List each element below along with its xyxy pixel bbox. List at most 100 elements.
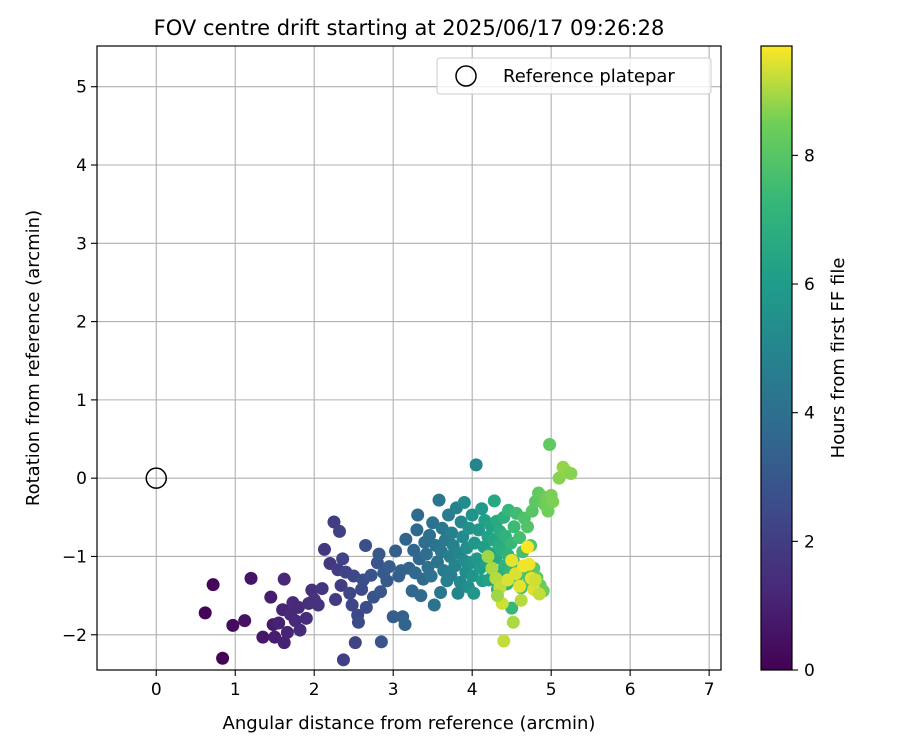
scatter-point [264,590,278,604]
scatter-point [198,606,212,620]
scatter-point [359,600,373,614]
scatter-point [293,623,307,637]
scatter-point [226,618,240,632]
scatter-point [513,579,527,593]
x-tick-label: 7 [704,680,715,700]
scatter-point [364,568,378,582]
scatter-point [497,634,511,648]
scatter-point [277,636,291,650]
scatter-point [359,539,373,553]
scatter-point [513,531,527,545]
scatter-point [351,615,365,629]
scatter-point [424,569,438,583]
scatter-point [332,524,346,538]
scatter-point [543,438,557,452]
scatter-point [277,572,291,586]
scatter-point [414,589,428,603]
colorbar-label: Hours from first FF file [828,258,849,459]
grid-lines [97,46,721,670]
scatter-point [506,615,520,629]
scatter-point [465,508,479,522]
scatter-point [372,547,386,561]
scatter-point [467,586,481,600]
scatter-point [374,585,388,599]
scatter-point [426,516,440,530]
scatter-point [485,561,499,575]
x-tick-label: 2 [309,680,320,700]
scatter-point [398,618,412,632]
scatter-point [345,598,359,612]
scatter-point [268,630,282,644]
colorbar-ticks: 0 2 4 6 8 [792,146,815,681]
scatter-point [410,523,424,537]
scatter-point [487,494,501,508]
scatter-point [522,557,536,571]
x-tick-label: 5 [546,680,557,700]
scatter-point [445,526,459,540]
y-tick-label: −2 [62,626,87,646]
scatter-point [427,598,441,612]
colorbar-tick-label: 4 [804,404,815,424]
scatter-points [198,438,578,667]
scatter-point [514,593,528,607]
y-tick-label: 5 [76,78,87,98]
scatter-point [280,625,294,639]
scatter-point [481,549,495,563]
x-tick-label: 1 [230,680,241,700]
scatter-point [327,515,341,529]
scatter-point [374,635,388,649]
scatter-point [399,532,413,546]
scatter-point [315,582,329,596]
scatter-point [386,610,400,624]
y-tick-label: 2 [76,313,87,333]
colorbar-gradient [760,45,793,671]
x-tick-label: 0 [151,680,162,700]
scatter-point [206,578,220,592]
scatter-point [256,630,270,644]
scatter-point [348,636,362,650]
scatter-point [272,616,286,630]
scatter-point [311,598,325,612]
y-axis-label: Rotation from reference (arcmin) [23,210,44,506]
scatter-point [382,560,396,574]
scatter-point [546,495,560,509]
scatter-point [299,611,313,625]
scatter-point [216,651,230,665]
y-tick-label: 3 [76,234,87,254]
scatter-point [532,587,546,601]
scatter-point [520,520,534,534]
scatter-point [336,552,350,566]
scatter-point [520,540,534,554]
scatter-point [423,528,437,542]
colorbar: 0 2 4 6 8 Hours from first FF file [760,45,849,681]
scatter-point [472,523,486,537]
colorbar-tick-label: 0 [804,661,815,681]
scatter-point [419,547,433,561]
scatter-point [343,586,357,600]
scatter-point [291,600,305,614]
colorbar-tick-label: 2 [804,532,815,552]
scatter-point [334,578,348,592]
x-tick-label: 6 [625,680,636,700]
y-tick-label: −1 [62,547,87,567]
scatter-point [336,653,350,667]
y-axis-ticks: −2 −1 0 1 2 3 4 5 [62,78,97,646]
scatter-point [238,614,252,628]
legend: Reference platepar [436,57,712,95]
scatter-point [389,544,403,558]
x-axis-ticks: 0 1 2 3 4 5 6 7 [151,670,715,700]
scatter-point [505,553,519,567]
legend-box [436,57,712,95]
scatter-point [564,466,578,480]
x-tick-label: 4 [467,680,478,700]
scatter-point [451,586,465,600]
scatter-point [380,574,394,588]
plot-frame [96,45,722,671]
scatter-point [475,502,489,516]
reference-point-marker [145,467,167,489]
scatter-point [317,542,331,556]
x-axis-label: Angular distance from reference (arcmin) [223,713,596,734]
scatter-point [528,573,542,587]
scatter-point [465,569,479,583]
